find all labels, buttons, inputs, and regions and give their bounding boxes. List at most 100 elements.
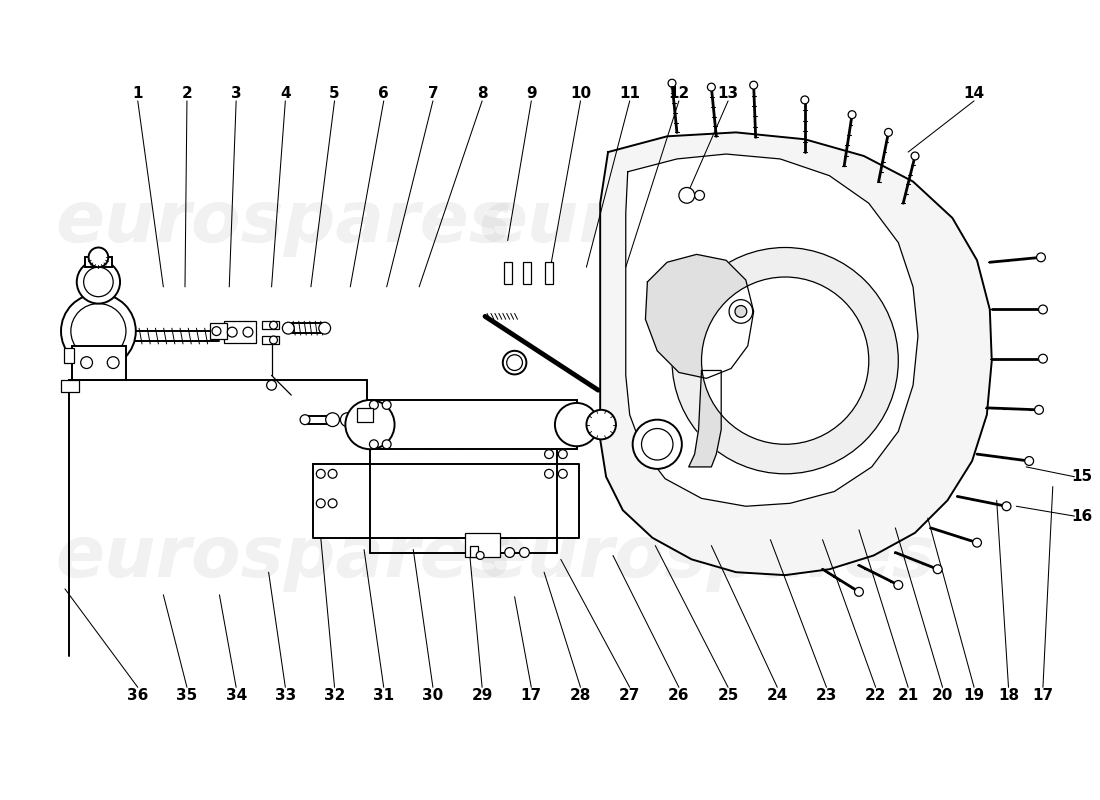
Circle shape <box>228 327 238 337</box>
Text: 19: 19 <box>964 688 984 702</box>
Text: eurospares: eurospares <box>55 523 512 592</box>
Bar <box>72 346 126 380</box>
Circle shape <box>1035 406 1044 414</box>
Text: eurospares: eurospares <box>55 189 512 258</box>
Circle shape <box>559 470 568 478</box>
Circle shape <box>672 247 899 474</box>
Circle shape <box>894 581 903 590</box>
Text: 13: 13 <box>717 86 739 101</box>
Text: 36: 36 <box>128 688 148 702</box>
Text: 6: 6 <box>378 86 389 101</box>
Circle shape <box>1002 502 1011 510</box>
Circle shape <box>350 413 364 426</box>
Text: 15: 15 <box>1071 470 1093 484</box>
Bar <box>64 348 74 362</box>
Bar <box>524 262 531 284</box>
Bar <box>358 408 373 422</box>
Text: 34: 34 <box>226 688 246 702</box>
Text: 31: 31 <box>373 688 394 702</box>
Circle shape <box>317 470 326 478</box>
Circle shape <box>328 470 337 478</box>
Text: 22: 22 <box>865 688 887 702</box>
Circle shape <box>328 499 337 508</box>
Circle shape <box>848 110 856 118</box>
Text: 20: 20 <box>932 688 954 702</box>
Polygon shape <box>689 370 722 467</box>
Text: 26: 26 <box>668 688 690 702</box>
Circle shape <box>270 336 277 344</box>
Text: 7: 7 <box>428 86 438 101</box>
Text: 8: 8 <box>476 86 487 101</box>
Circle shape <box>476 551 484 559</box>
Circle shape <box>702 277 869 444</box>
Circle shape <box>507 354 522 370</box>
Circle shape <box>884 129 892 136</box>
Bar <box>546 262 553 284</box>
Text: 33: 33 <box>275 688 296 702</box>
Bar <box>210 323 228 339</box>
Circle shape <box>641 429 673 460</box>
Circle shape <box>1038 354 1047 363</box>
Bar <box>85 258 112 267</box>
Text: 1: 1 <box>132 86 143 101</box>
Circle shape <box>544 450 553 458</box>
Bar <box>504 262 512 284</box>
Text: 16: 16 <box>1071 509 1093 523</box>
Text: 10: 10 <box>570 86 591 101</box>
Circle shape <box>694 190 704 200</box>
Text: 11: 11 <box>619 86 640 101</box>
Polygon shape <box>601 132 992 575</box>
Circle shape <box>317 499 326 508</box>
Circle shape <box>933 565 942 574</box>
Circle shape <box>1025 457 1034 466</box>
Circle shape <box>559 450 568 458</box>
Text: 12: 12 <box>669 86 690 101</box>
Text: 27: 27 <box>619 688 640 702</box>
Circle shape <box>340 413 354 426</box>
Text: eurospares: eurospares <box>478 523 935 592</box>
Circle shape <box>632 420 682 469</box>
Text: 25: 25 <box>717 688 739 702</box>
Circle shape <box>519 547 529 558</box>
Circle shape <box>554 403 598 446</box>
Circle shape <box>89 247 108 267</box>
Circle shape <box>77 260 120 303</box>
Text: 17: 17 <box>520 688 542 702</box>
Circle shape <box>60 294 135 369</box>
Text: 35: 35 <box>176 688 198 702</box>
Bar <box>262 322 279 329</box>
Circle shape <box>84 267 113 297</box>
Circle shape <box>1038 305 1047 314</box>
Text: 21: 21 <box>898 688 918 702</box>
Bar <box>465 533 499 558</box>
Circle shape <box>855 587 864 596</box>
Circle shape <box>345 400 395 449</box>
Circle shape <box>1036 253 1045 262</box>
Text: 14: 14 <box>964 86 984 101</box>
Circle shape <box>383 440 392 449</box>
Circle shape <box>319 322 331 334</box>
Circle shape <box>750 82 758 89</box>
Circle shape <box>911 152 918 160</box>
Text: 3: 3 <box>231 86 242 101</box>
Circle shape <box>503 351 527 374</box>
Text: 32: 32 <box>323 688 345 702</box>
Circle shape <box>707 83 715 91</box>
Circle shape <box>266 380 276 390</box>
Circle shape <box>80 357 92 369</box>
Text: 23: 23 <box>816 688 837 702</box>
Text: 29: 29 <box>472 688 493 702</box>
Bar <box>370 400 576 449</box>
Circle shape <box>586 410 616 439</box>
Polygon shape <box>626 154 918 506</box>
Circle shape <box>270 322 277 329</box>
Text: 28: 28 <box>570 688 591 702</box>
Circle shape <box>735 306 747 318</box>
Circle shape <box>801 96 808 104</box>
Text: 2: 2 <box>182 86 192 101</box>
Polygon shape <box>312 464 579 538</box>
Circle shape <box>108 357 119 369</box>
Text: 18: 18 <box>998 688 1019 702</box>
Bar <box>60 380 79 392</box>
Text: eurospares: eurospares <box>478 189 935 258</box>
